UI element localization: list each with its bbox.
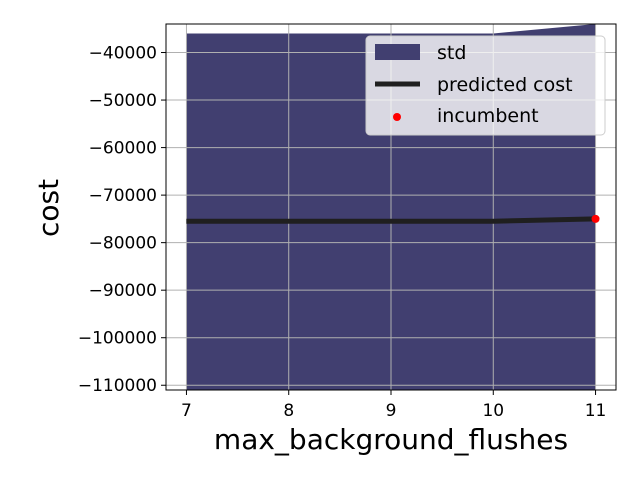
y-tick-label: −90000	[89, 281, 157, 301]
x-ticks: 7 8 9 10 11	[181, 390, 606, 421]
x-tick-label: 8	[283, 401, 294, 421]
legend-box	[365, 35, 606, 136]
legend-std-label: std	[437, 42, 466, 64]
x-tick-label: 9	[386, 401, 397, 421]
x-tick-label: 10	[482, 401, 504, 421]
y-tick-label: −110000	[78, 376, 157, 396]
predicted-cost-line	[186, 216, 596, 224]
legend-incumbent-label: incumbent	[437, 105, 539, 127]
legend: std predicted cost incumbent	[365, 35, 606, 136]
x-axis-label: max_background_flushes	[214, 423, 568, 456]
y-tick-label: −50000	[89, 91, 157, 111]
y-tick-label: −60000	[89, 139, 157, 159]
y-tick-label: −100000	[78, 329, 157, 349]
legend-predicted-cost-label: predicted cost	[437, 74, 573, 96]
incumbent-layer	[591, 214, 600, 223]
x-tick-label: 11	[585, 401, 607, 421]
y-tick-label: −70000	[89, 186, 157, 206]
legend-std-swatch	[375, 44, 420, 60]
legend-incumbent-swatch	[393, 113, 401, 121]
y-ticks: −40000 −50000 −60000 −70000 −80000 −90000 −100…	[78, 44, 166, 396]
y-tick-label: −40000	[89, 44, 157, 64]
y-tick-label: −80000	[89, 234, 157, 254]
incumbent-point	[591, 214, 600, 223]
x-tick-label: 7	[181, 401, 192, 421]
y-axis-label: cost	[32, 179, 65, 237]
predicted-cost-layer	[186, 216, 596, 224]
